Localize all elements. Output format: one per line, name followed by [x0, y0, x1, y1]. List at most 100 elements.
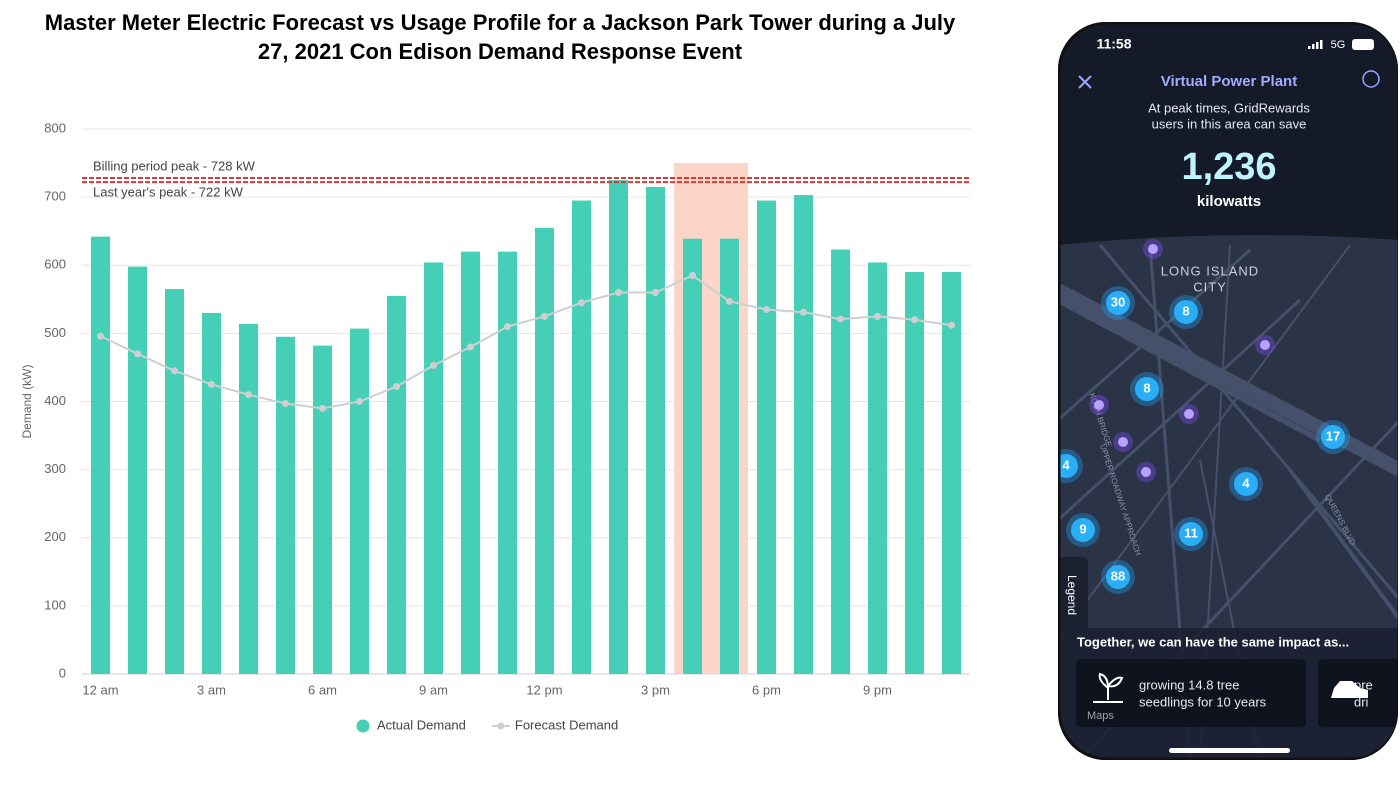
bar	[202, 312, 221, 674]
x-tick-label: 9 am	[419, 682, 448, 697]
legend-label: Forecast Demand	[515, 717, 618, 732]
forecast-point	[208, 380, 215, 388]
map-marker-label: 4	[1242, 475, 1250, 490]
signal-bar	[1320, 40, 1323, 49]
bar	[942, 272, 961, 674]
forecast-point	[504, 323, 511, 331]
map-marker[interactable]	[1234, 472, 1258, 496]
forecast-point	[874, 312, 881, 320]
reference-label: Billing period peak - 728 kW	[93, 158, 256, 173]
bar	[350, 328, 369, 674]
forecast-point	[430, 361, 437, 369]
car-icon	[1331, 681, 1368, 698]
y-tick-label: 600	[44, 257, 66, 272]
x-tick-label: 12 pm	[526, 682, 562, 697]
map-road	[1288, 468, 1398, 622]
close-icon[interactable]	[1078, 75, 1092, 89]
map-marker-label: 11	[1184, 525, 1198, 540]
x-tick-label: 12 am	[82, 682, 118, 697]
forecast-point	[837, 315, 844, 323]
forecast-point	[282, 400, 289, 408]
map-marker[interactable]	[1321, 425, 1345, 449]
impact-card[interactable]	[1076, 659, 1306, 727]
y-axis-label: Demand (kW)	[20, 364, 34, 438]
map-marker[interactable]	[1174, 300, 1198, 324]
forecast-point	[800, 308, 807, 316]
impact-card[interactable]	[1318, 659, 1400, 727]
map-road	[1058, 297, 1322, 443]
y-tick-label: 300	[44, 461, 66, 476]
forecast-point	[726, 297, 733, 305]
signal-bar	[1308, 46, 1311, 49]
home-indicator	[1169, 748, 1290, 753]
map-marker[interactable]	[1135, 377, 1159, 401]
forecast-point	[245, 391, 252, 399]
map-dot	[1094, 400, 1104, 410]
forecast-point	[356, 398, 363, 405]
phone-subtitle: At peak times, GridRewards	[1148, 100, 1310, 115]
impact-card-text: dri	[1354, 694, 1369, 709]
forecast-point	[97, 332, 104, 340]
map-road	[1058, 248, 1251, 422]
bar	[276, 336, 295, 674]
bar	[646, 186, 665, 674]
bar	[757, 200, 776, 674]
map-road	[1098, 244, 1398, 601]
map-marker-label: 9	[1079, 521, 1086, 536]
bar	[831, 249, 850, 675]
bar	[720, 238, 739, 674]
y-tick-label: 500	[44, 325, 66, 340]
y-tick-label: 0	[59, 665, 66, 680]
bar	[424, 262, 443, 674]
map-road	[1058, 298, 1302, 522]
y-tick-label: 400	[44, 393, 66, 408]
forecast-point	[578, 299, 585, 307]
impact-card-text: seedlings for 10 years	[1139, 694, 1267, 709]
reference-label: Last year's peak - 722 kW	[93, 185, 244, 200]
map-marker[interactable]	[1106, 291, 1130, 315]
forecast-point	[541, 312, 548, 320]
x-tick-label: 6 am	[308, 682, 337, 697]
map-marker-label: 8	[1143, 380, 1150, 395]
forecast-point	[615, 289, 622, 296]
info-icon[interactable]	[1362, 70, 1380, 88]
legend-label: Actual Demand	[377, 717, 466, 732]
map-dot	[1148, 244, 1158, 254]
x-tick-label: 3 pm	[641, 682, 670, 697]
bar	[609, 180, 628, 674]
bar	[683, 238, 702, 674]
legend-tab-label: Legend	[1065, 575, 1079, 615]
phone-subtitle: users in this area can save	[1152, 116, 1307, 131]
chart-title: Master Meter Electric Forecast vs Usage …	[44, 10, 956, 64]
y-tick-label: 100	[44, 597, 66, 612]
legend-tab[interactable]	[1058, 557, 1088, 633]
bar	[313, 345, 332, 674]
map-dot	[1141, 467, 1151, 477]
forecast-point	[689, 271, 696, 279]
bar	[535, 227, 554, 674]
forecast-point	[134, 350, 141, 358]
impact-text: Together, we can have the same impact as…	[1077, 634, 1349, 649]
x-tick-label: 6 pm	[752, 682, 781, 697]
legend-swatch	[497, 722, 505, 730]
map-marker[interactable]	[1071, 518, 1095, 542]
map-marker[interactable]	[1179, 522, 1203, 546]
y-tick-label: 200	[44, 529, 66, 544]
forecast-line	[100, 274, 952, 410]
map-marker[interactable]	[1106, 565, 1130, 589]
map-dot	[1118, 437, 1128, 447]
bar	[461, 251, 480, 674]
map-dot	[1260, 340, 1270, 350]
forecast-point	[319, 404, 326, 412]
bar	[91, 236, 110, 674]
forecast-point	[467, 343, 474, 351]
bar	[239, 323, 258, 674]
bar	[572, 200, 591, 674]
phone-amount: 1,236	[1181, 146, 1276, 188]
impact-card-text: growing 14.8 tree	[1139, 677, 1239, 692]
forecast-point	[171, 367, 178, 375]
map-area-label: LONG ISLAND	[1161, 263, 1259, 278]
map-area-label: CITY	[1193, 279, 1227, 294]
